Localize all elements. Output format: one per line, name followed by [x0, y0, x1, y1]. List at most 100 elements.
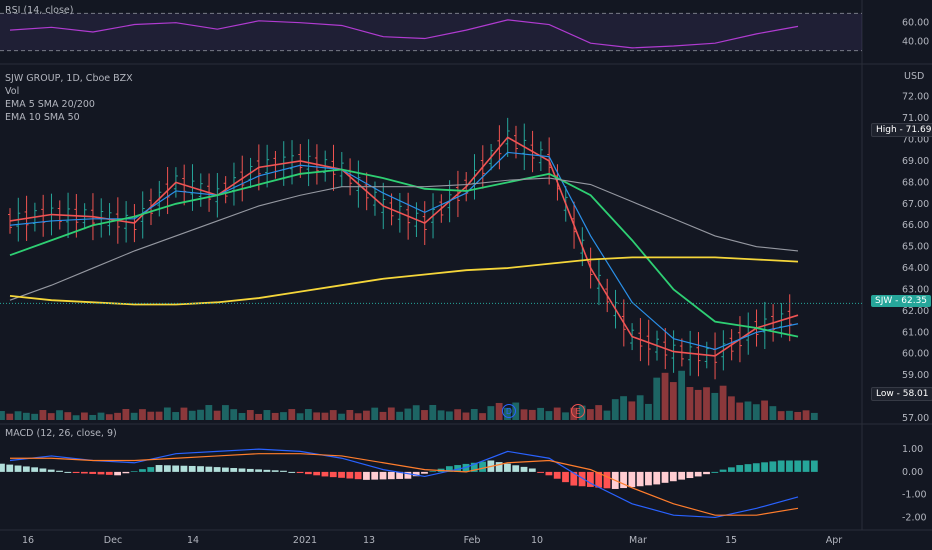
volume-bar [719, 385, 727, 420]
macd-histogram-bar [479, 461, 486, 472]
high-label: High [876, 125, 897, 135]
volume-bar [711, 392, 719, 420]
macd-histogram-bar [163, 465, 171, 472]
legend-vol: Vol [5, 86, 20, 97]
macd-histogram-bar [786, 460, 793, 472]
volume-bar [263, 410, 271, 420]
volume-bar [246, 410, 254, 420]
macd-histogram-bar [338, 471, 345, 478]
macd-histogram-bar [777, 460, 785, 472]
macd-histogram-bar [213, 467, 221, 472]
macd-histogram-bar [387, 471, 395, 480]
last-price-badge: SJW - 62.35 [871, 295, 932, 307]
macd-histogram-bar [504, 463, 511, 472]
volume-bar [786, 410, 793, 420]
macd-histogram-bar [280, 470, 287, 472]
macd-histogram-bar [603, 471, 611, 489]
macd-histogram-bar [595, 471, 603, 488]
volume-bar [363, 410, 370, 420]
price-tick: 60.00 [902, 349, 929, 360]
volume-bar [97, 412, 105, 420]
volume-bar [470, 409, 478, 420]
time-tick: 16 [22, 535, 34, 546]
price-tick: 67.00 [902, 199, 929, 210]
earnings-event-icon[interactable]: E [571, 404, 585, 418]
ema5-line [9, 136, 799, 357]
currency-label[interactable]: USD [904, 71, 925, 82]
macd-histogram-bar [155, 465, 163, 472]
volume-bar [396, 411, 403, 420]
volume-bar [155, 411, 163, 420]
volume-bar [611, 399, 619, 420]
macd-histogram-bar [520, 466, 528, 472]
volume-bar [445, 411, 453, 420]
macd-histogram-bar [263, 469, 271, 472]
volume-bar [404, 408, 412, 420]
macd-histogram-bar [744, 464, 752, 472]
dividend-event-icon[interactable]: D [502, 404, 516, 418]
volume-bar [89, 414, 97, 420]
volume-bar [371, 407, 379, 420]
macd-histogram-bar [512, 465, 520, 472]
volume-bar [205, 405, 213, 420]
volume-bar [802, 410, 810, 420]
volume-bar [794, 411, 802, 420]
volume-bar [620, 396, 627, 420]
volume-bar [628, 401, 636, 420]
volume-bar [553, 407, 561, 420]
volume-bar [686, 387, 694, 420]
volume-bar [487, 406, 495, 420]
rsi-label: RSI (14, close) [5, 5, 74, 16]
volume-bar [172, 412, 180, 420]
macd-histogram-bar [761, 462, 768, 472]
volume-bar [537, 407, 545, 420]
volume-bar [321, 412, 329, 420]
macd-label: MACD (12, 26, close, 9) [5, 428, 117, 439]
sma20-line [9, 168, 799, 338]
macd-histogram-bar [553, 471, 561, 479]
macd-histogram-bar [296, 471, 304, 474]
volume-bar [645, 403, 652, 420]
volume-bar [727, 396, 735, 420]
volume-bar [595, 405, 603, 420]
volume-bar [222, 405, 229, 420]
macd-histogram-bar [694, 471, 702, 477]
macd-histogram-bar [172, 465, 180, 472]
time-tick: Apr [826, 535, 843, 546]
volume-bar [346, 410, 354, 420]
macd-histogram-bar [445, 466, 453, 472]
time-tick: Dec [104, 535, 122, 546]
sma50-line [9, 177, 799, 301]
volume-bar [678, 370, 686, 420]
macd-histogram-bar [636, 471, 644, 487]
volume-bar [744, 401, 752, 420]
macd-histogram-bar [752, 463, 760, 472]
volume-bar [545, 411, 553, 420]
volume-bar [421, 410, 428, 420]
macd-histogram-bar [313, 471, 321, 476]
volume-bar [462, 412, 470, 420]
macd-tick: 1.00 [902, 444, 923, 455]
macd-histogram-bar [188, 465, 196, 472]
macd-histogram-bar [14, 465, 22, 472]
macd-histogram-bar [686, 471, 694, 479]
time-tick: 13 [363, 535, 375, 546]
macd-histogram-bar [371, 471, 379, 480]
macd-histogram-bar [620, 471, 627, 489]
macd-histogram-bar [562, 471, 569, 483]
macd-histogram-bar [412, 471, 420, 477]
macd-histogram-bar [628, 471, 636, 488]
macd-histogram-bar [736, 465, 744, 472]
macd-histogram-bar [570, 471, 578, 486]
volume-bar [769, 406, 777, 420]
price-tick: 65.00 [902, 242, 929, 253]
volume-bar [777, 411, 785, 420]
low-value: 58.01 [902, 389, 929, 399]
volume-bar [412, 405, 420, 420]
macd-histogram-bar [222, 467, 229, 472]
macd-tick: -1.00 [902, 490, 927, 501]
macd-histogram-bar [329, 471, 337, 478]
volume-bar [122, 409, 130, 420]
rsi-line [9, 19, 799, 49]
